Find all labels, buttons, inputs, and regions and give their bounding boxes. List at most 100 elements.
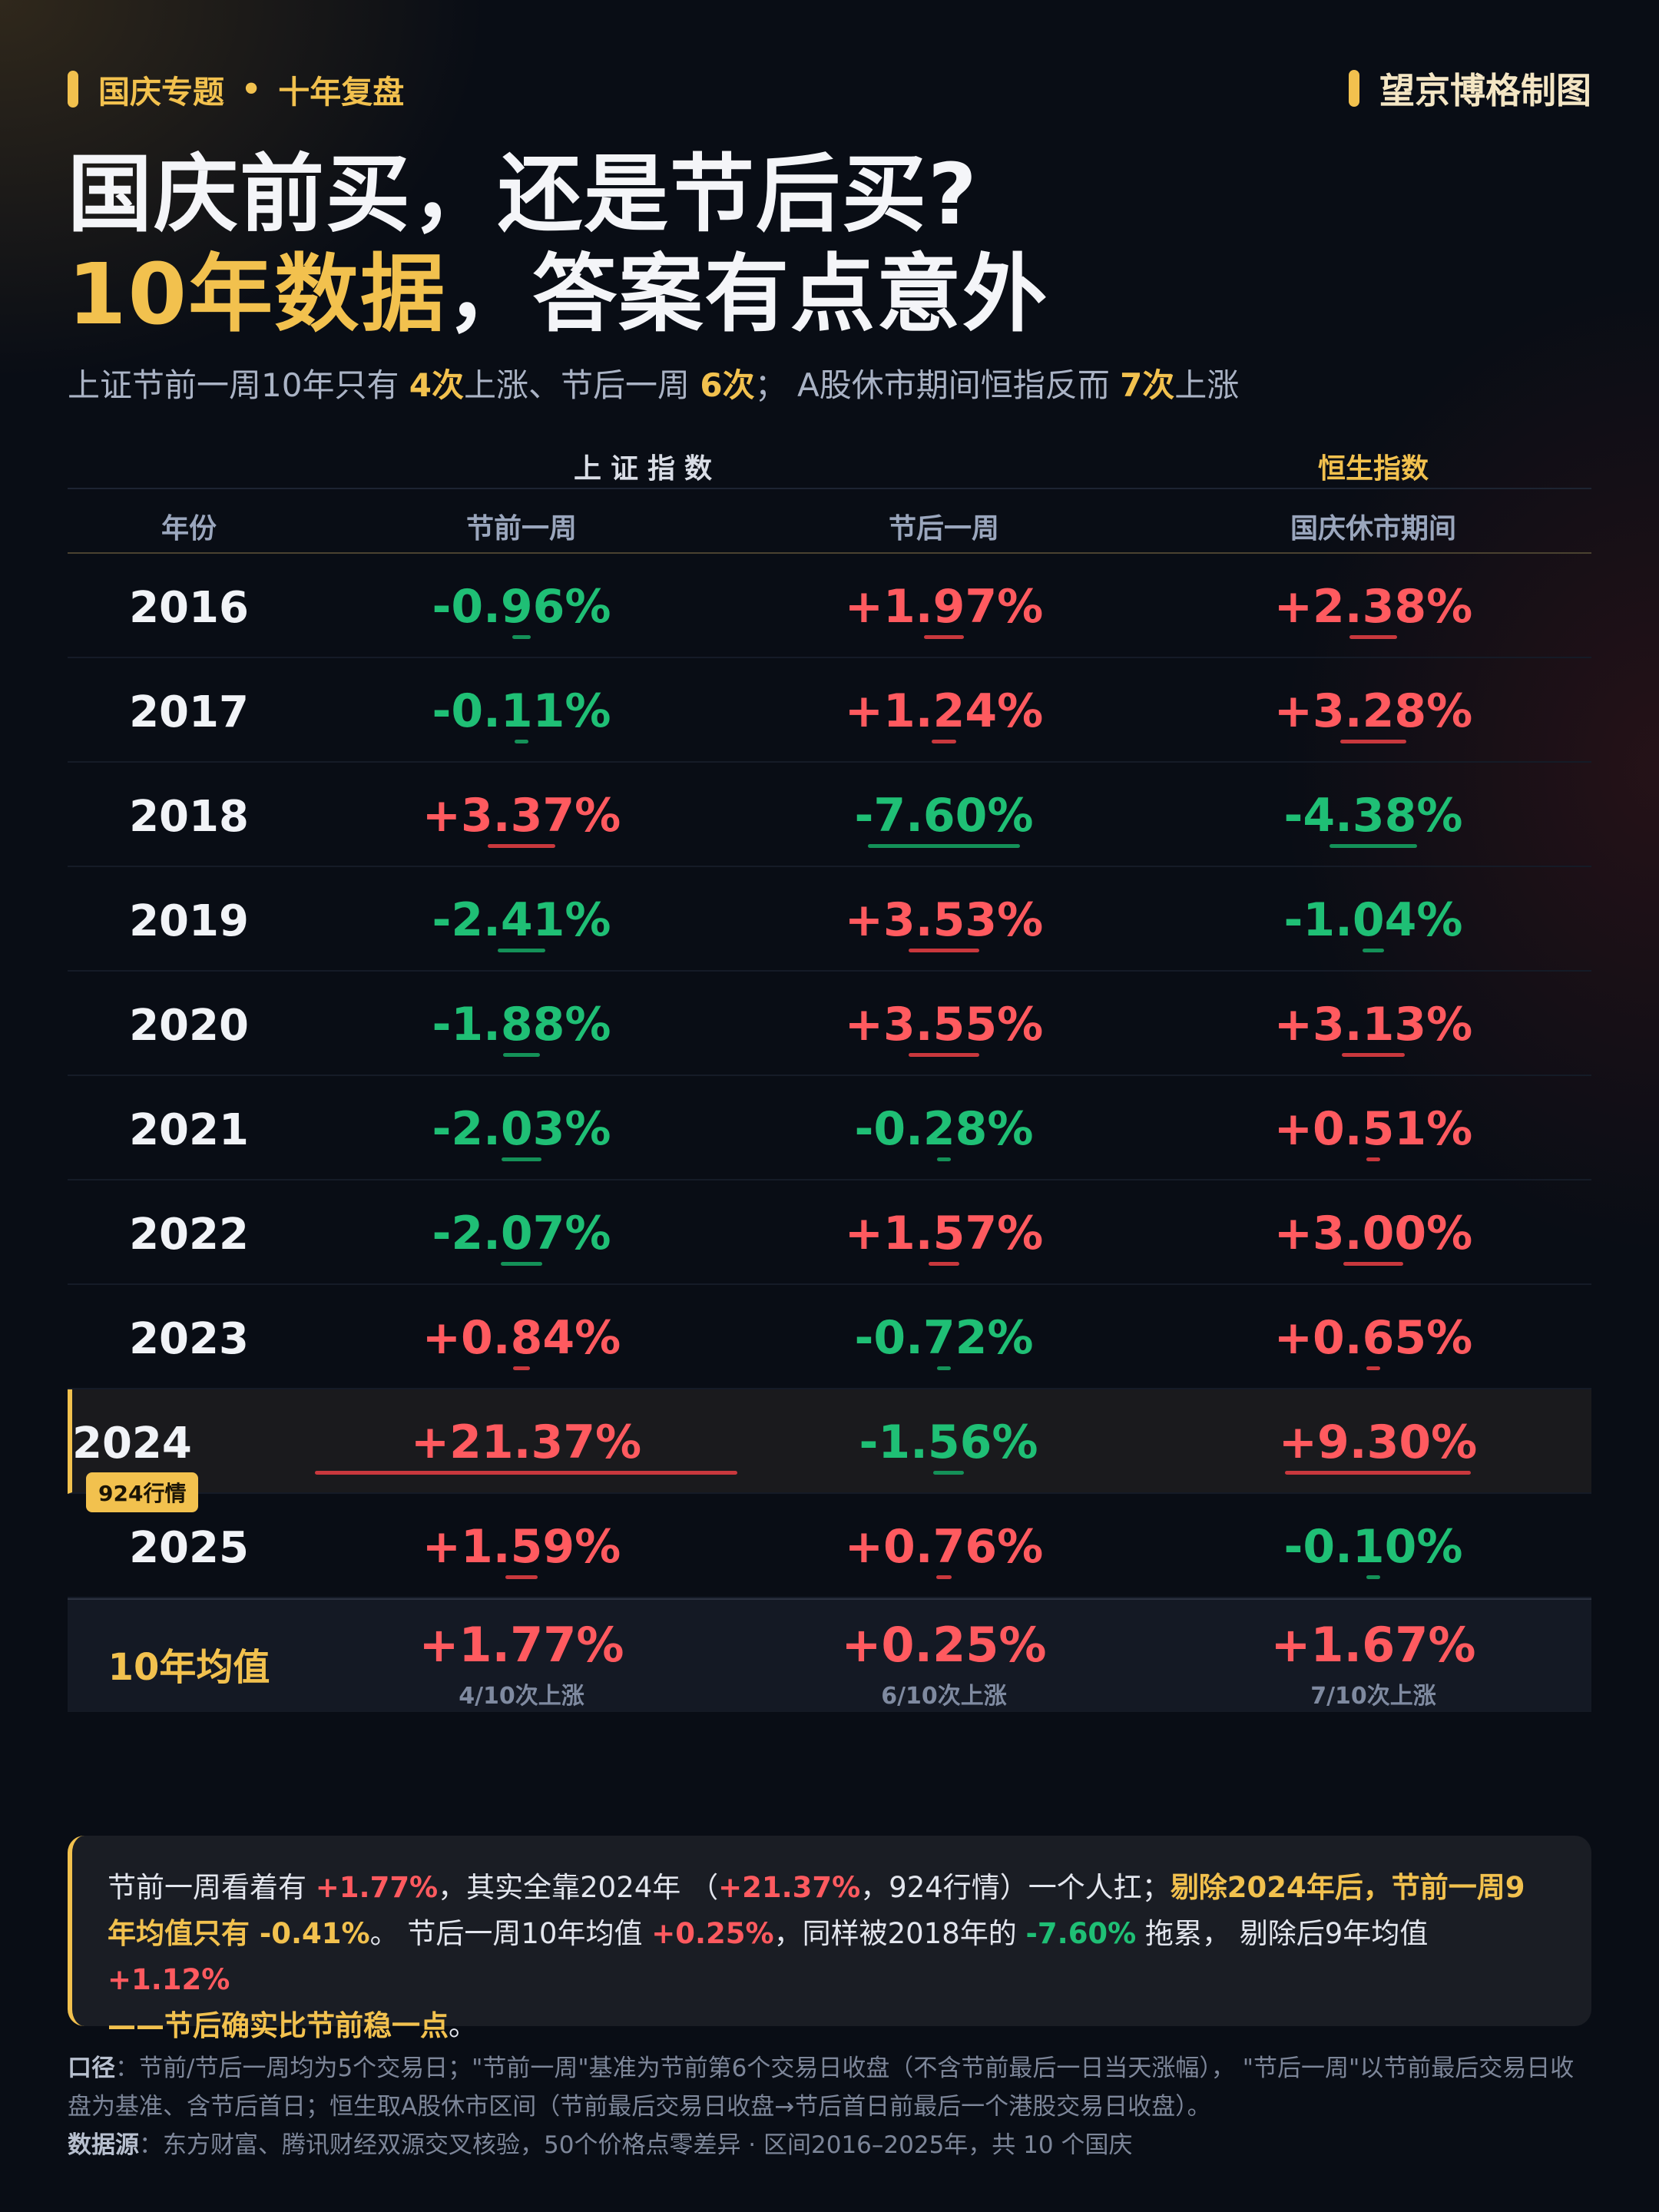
brand-marker [1349, 70, 1359, 107]
average-post-count: 6/10次上涨 [881, 1683, 1007, 1710]
note-text: 拖累， 剔除后9年均值 [1136, 1917, 1429, 1950]
hsi-holiday-magnitude-bar [1363, 949, 1384, 952]
footnote-key: 数据源 [68, 2131, 139, 2159]
hsi-holiday-value: -1.04% [1283, 893, 1463, 947]
hsi-holiday-magnitude-bar [1330, 844, 1417, 848]
note-text: ，其实全靠2024年 （ [438, 1871, 719, 1904]
tag-separator: • [241, 71, 262, 108]
post-week-value: -7.60% [854, 789, 1034, 843]
post-week-magnitude-bar [936, 1575, 952, 1579]
year-label: 2021 [129, 1105, 249, 1155]
group-header-row: 上证指数 恒生指数 [68, 434, 1591, 489]
subtitle: 上证节前一周10年只有 4次上涨、节后一周 6次； A股休市期间恒指反而 7次上… [68, 359, 1239, 406]
year-cell: 2021 [68, 1105, 310, 1155]
pre-week-value: -2.07% [432, 1207, 611, 1260]
average-pre: +1.77% [419, 1617, 624, 1673]
title-line-2: 10年数据，答案有点意外 [68, 244, 1048, 344]
footnote: 口径：节前/节后一周均为5个交易日；"节前一周"基准为节前第6个交易日收盘（不含… [68, 2049, 1591, 2164]
hsi-holiday-value: +0.51% [1273, 1102, 1473, 1156]
note-text: 。 节后一周10年均值 [369, 1917, 652, 1950]
title-rest: ，答案有点意外 [446, 245, 1049, 343]
insight-note: 节前一周看着有 +1.77%，其实全靠2024年 （+21.37%，924行情）… [68, 1836, 1591, 2042]
note-conclusion: ——节后确实比节前稳一点 [108, 2009, 449, 2042]
table-row: 2016 -0.96% +1.97% +2.38% [68, 554, 1591, 658]
column-header-row: 年份 节前一周 节后一周 国庆休市期间 [68, 489, 1591, 554]
hsi-holiday-value: +3.28% [1273, 684, 1473, 738]
average-row: 10年均值 +1.77% 4/10次上涨 +0.25% 6/10次上涨 +1.6… [68, 1598, 1591, 1712]
post-week-value: -1.56% [859, 1416, 1038, 1469]
year-label: 2018 [129, 792, 249, 842]
year-cell: 2022 [68, 1210, 310, 1260]
hsi-holiday-value: +3.00% [1273, 1207, 1473, 1260]
table-row: 2017 -0.11% +1.24% +3.28% [68, 658, 1591, 763]
hsi-holiday-value: +0.65% [1273, 1311, 1473, 1365]
year-cell: 2025 [68, 1523, 310, 1573]
group-shanghai: 上证指数 [573, 453, 721, 485]
note-value: -7.60% [1025, 1917, 1137, 1950]
subtitle-count: 6次 [700, 366, 755, 404]
pre-week-magnitude-bar [502, 1053, 541, 1057]
table-row: 2020 -1.88% +3.55% +3.13% [68, 972, 1591, 1076]
year-cell: 2016 [68, 583, 310, 633]
tag-subtopic: 十年复盘 [278, 74, 405, 111]
tag-marker [68, 71, 78, 108]
post-week-magnitude-bar [936, 1366, 952, 1370]
hsi-holiday-value: +3.13% [1273, 998, 1473, 1051]
post-week-value: +3.53% [844, 893, 1044, 947]
pre-week-value: -2.03% [432, 1102, 611, 1156]
footnote-source: 数据源：东方财富、腾讯财经双源交叉核验，50个价格点零差异 · 区间2016–2… [68, 2126, 1591, 2164]
post-week-value: +1.97% [844, 580, 1044, 634]
pre-week-magnitude-bar [488, 844, 555, 848]
subtitle-text: 上证节前一周10年只有 [68, 366, 409, 404]
post-week-magnitude-bar [937, 1157, 951, 1161]
header-hsi-holiday: 国庆休市期间 [1290, 513, 1456, 545]
pre-week-magnitude-bar [513, 1366, 530, 1370]
note-highlight: 剔除2024年后，节前一周9年均值只有 -0.41% [108, 1871, 1525, 1950]
title-highlight: 10年数据 [68, 245, 447, 343]
table-row: 2019 -2.41% +3.53% -1.04% [68, 867, 1591, 972]
hsi-holiday-magnitude-bar [1366, 1157, 1380, 1161]
pre-week-value: +1.59% [422, 1520, 621, 1574]
hsi-holiday-magnitude-bar [1366, 1575, 1380, 1579]
subtitle-text: ； A股休市期间恒指反而 [754, 366, 1121, 404]
post-week-magnitude-bar [909, 949, 979, 952]
table-row: 2025 +1.59% +0.76% -0.10% [68, 1494, 1591, 1598]
header-year: 年份 [161, 513, 217, 545]
year-label: 2025 [129, 1523, 249, 1573]
year-cell: 2018 [68, 792, 310, 842]
hsi-holiday-magnitude-bar [1343, 1262, 1403, 1266]
note-text: ，同样被2018年的 [773, 1917, 1026, 1950]
post-week-value: +1.24% [844, 684, 1044, 738]
pre-week-value: +3.37% [422, 789, 621, 843]
table-row: 2024924行情 +21.37% -1.56% +9.30% [68, 1389, 1591, 1512]
table-row: 2018 +3.37% -7.60% -4.38% [68, 763, 1591, 867]
pre-week-value: -1.88% [432, 998, 611, 1051]
average-label: 10年均值 [108, 1646, 270, 1689]
subtitle-text: 上涨 [1174, 366, 1240, 404]
note-value: +21.37% [718, 1871, 861, 1904]
topic-tag: 国庆专题 • 十年复盘 [68, 66, 404, 112]
tag-topic: 国庆专题 [98, 74, 224, 111]
returns-table: 上证指数 恒生指数 年份 节前一周 节后一周 国庆休市期间 2016 -0.96%… [68, 434, 1591, 1712]
post-week-magnitude-bar [908, 1053, 980, 1057]
post-week-value: +0.76% [844, 1520, 1044, 1574]
note-text: 。 [449, 2009, 477, 2042]
post-week-magnitude-bar [924, 635, 964, 639]
post-week-magnitude-bar [931, 740, 957, 743]
brand-text: 望京博格制图 [1379, 70, 1591, 111]
post-week-value: -0.28% [854, 1102, 1034, 1156]
pre-week-magnitude-bar [501, 1262, 542, 1266]
table-row: 2022 -2.07% +1.57% +3.00% [68, 1181, 1591, 1285]
hsi-holiday-value: +9.30% [1278, 1416, 1478, 1469]
table-body: 2016 -0.96% +1.97% +2.38% 2017 -0.11% +1.24% +3… [68, 554, 1591, 1598]
top-bar: 国庆专题 • 十年复盘 望京博格制图 [68, 60, 1591, 114]
average-hsi-count: 7/10次上涨 [1310, 1683, 1436, 1710]
year-cell: 2023 [68, 1314, 310, 1364]
hsi-holiday-value: -4.38% [1283, 789, 1463, 843]
pre-week-magnitude-bar [512, 635, 531, 639]
year-label: 2023 [129, 1314, 249, 1364]
note-value: +1.77% [315, 1871, 439, 1904]
note-text: ，924行情）一个人扛； [860, 1871, 1171, 1904]
note-text: 节前一周看着有 [108, 1871, 316, 1904]
year-label: 2024 [72, 1419, 192, 1469]
